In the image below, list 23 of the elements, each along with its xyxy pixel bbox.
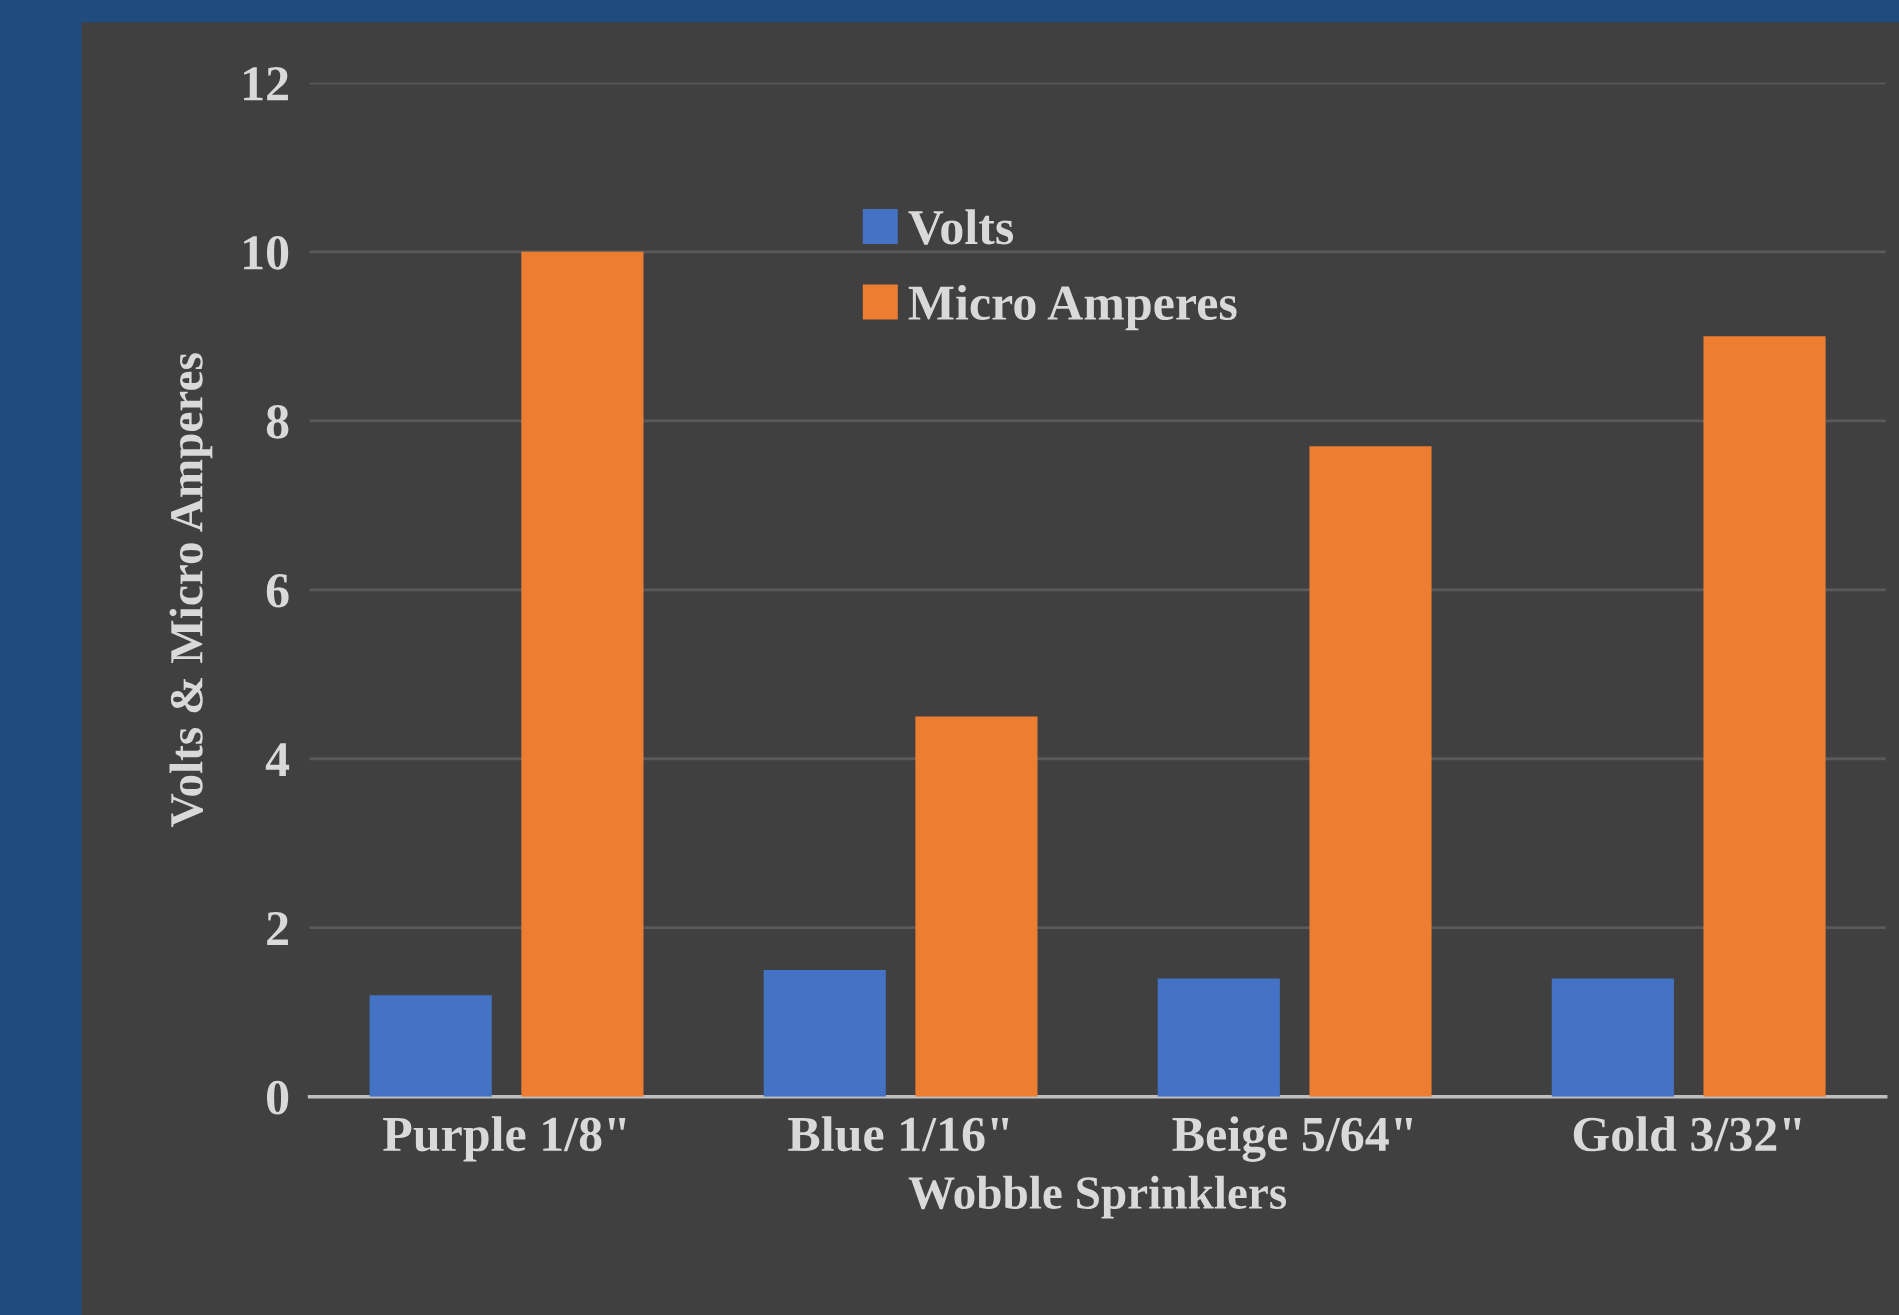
y-tick-label: 0 <box>267 1080 289 1115</box>
y-tick-label: 12 <box>244 67 288 101</box>
bar <box>915 716 1038 1097</box>
x-tick-label: Purple 1/8" <box>383 1116 626 1162</box>
y-tick-label: 10 <box>244 235 289 270</box>
bar <box>1309 446 1432 1097</box>
legend-label: Micro Amperes <box>908 284 1237 331</box>
bar <box>1703 336 1826 1097</box>
legend-label: Volts <box>908 209 1014 245</box>
bar <box>521 251 644 1097</box>
bar <box>1551 978 1674 1097</box>
x-tick-label: Beige 5/64" <box>1172 1116 1413 1162</box>
bar <box>763 969 886 1097</box>
y-tick-label: 6 <box>266 574 289 608</box>
x-tick-label: Gold 3/32" <box>1573 1116 1801 1152</box>
x-tick-label: Blue 1/16" <box>788 1116 1009 1152</box>
y-tick-label: 4 <box>265 743 290 777</box>
bar <box>1157 978 1280 1097</box>
bar <box>369 995 492 1097</box>
x-axis-title: Wobble Sprinklers <box>908 1175 1287 1219</box>
y-tick-label: 2 <box>267 911 288 946</box>
y-axis-title: Volts & Micro Amperes <box>169 353 213 827</box>
y-tick-label: 8 <box>266 404 289 439</box>
